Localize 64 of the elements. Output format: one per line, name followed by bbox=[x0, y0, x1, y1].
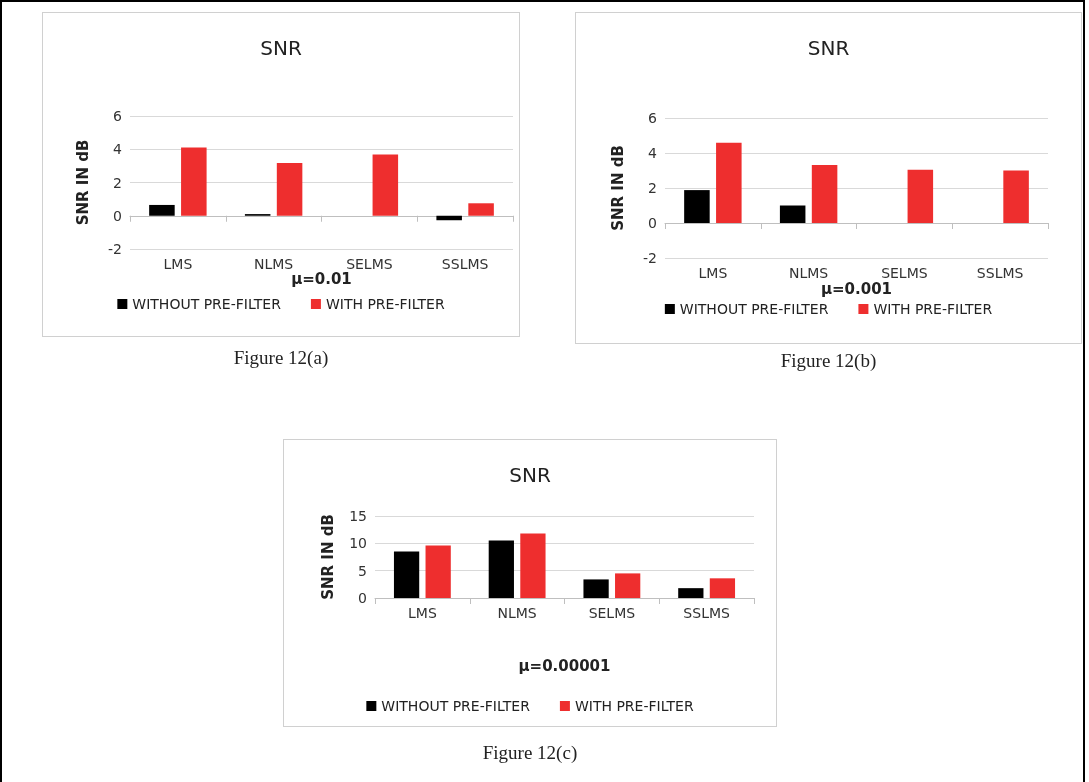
bar bbox=[372, 154, 399, 216]
bar bbox=[615, 573, 641, 598]
bar bbox=[181, 147, 207, 216]
x-tick-label: SSLMS bbox=[441, 256, 489, 272]
legend-label: WITHOUT PRE-FILTER bbox=[679, 301, 829, 317]
x-axis-title: μ=0.001 bbox=[820, 279, 893, 298]
y-axis-title: SNR IN dB bbox=[608, 145, 627, 231]
bar bbox=[393, 551, 420, 598]
x-tick-label: SELMS bbox=[346, 256, 393, 272]
legend-label: WITH PRE-FILTER bbox=[325, 296, 445, 312]
chart-title: SNR bbox=[807, 36, 850, 60]
bar bbox=[716, 142, 742, 223]
bar bbox=[678, 588, 704, 598]
legend-label: WITH PRE-FILTER bbox=[574, 698, 694, 714]
bar bbox=[276, 162, 303, 216]
caption: Figure 12(b) bbox=[779, 350, 878, 372]
x-tick-label: SELMS bbox=[881, 265, 928, 281]
y-axis-title: SNR IN dB bbox=[318, 514, 337, 600]
bar bbox=[684, 190, 710, 223]
y-tick-label: 2 bbox=[648, 180, 657, 196]
chart-title: SNR bbox=[509, 463, 551, 487]
bar bbox=[583, 579, 609, 598]
y-tick-label: 10 bbox=[349, 535, 367, 552]
y-tick-label: -2 bbox=[643, 250, 657, 266]
y-tick-label: 15 bbox=[349, 508, 367, 524]
x-tick-label: NLMS bbox=[497, 605, 537, 621]
bar bbox=[468, 203, 494, 216]
bar bbox=[1003, 170, 1029, 223]
caption: Figure 12(c) bbox=[481, 742, 579, 764]
legend-label: WITHOUT PRE-FILTER bbox=[132, 296, 282, 312]
y-tick-label: 6 bbox=[648, 110, 658, 126]
chart-title: SNR bbox=[260, 36, 302, 60]
y-tick-label: 6 bbox=[113, 108, 123, 124]
x-tick-label: LMS bbox=[698, 265, 728, 281]
y-axis-title: SNR IN dB bbox=[73, 139, 92, 226]
x-tick-label: SELMS bbox=[588, 605, 636, 621]
bar bbox=[811, 165, 838, 223]
bar bbox=[907, 169, 934, 223]
bar bbox=[149, 204, 175, 216]
x-tick-label: SSLMS bbox=[683, 605, 730, 621]
bar bbox=[436, 215, 462, 221]
y-tick-label: 2 bbox=[113, 174, 122, 191]
x-tick-label: NLMS bbox=[789, 265, 829, 281]
x-tick-label: LMS bbox=[163, 256, 193, 272]
bar bbox=[520, 533, 546, 598]
y-tick-label: 5 bbox=[358, 562, 367, 579]
x-axis-title: μ=0.00001 bbox=[518, 656, 611, 675]
legend-label: WITH PRE-FILTER bbox=[873, 301, 993, 317]
y-tick-label: 0 bbox=[113, 207, 122, 224]
y-tick-label: 0 bbox=[648, 215, 657, 231]
x-tick-label: SSLMS bbox=[976, 265, 1024, 281]
caption: Figure 12(a) bbox=[232, 347, 330, 369]
bar bbox=[779, 205, 806, 223]
x-tick-label: NLMS bbox=[254, 256, 294, 272]
legend-label: WITHOUT PRE-FILTER bbox=[381, 698, 531, 714]
x-tick-label: LMS bbox=[407, 605, 437, 621]
bar bbox=[425, 545, 451, 598]
y-tick-label: 0 bbox=[358, 590, 367, 606]
y-tick-label: 4 bbox=[648, 145, 658, 161]
bar bbox=[488, 540, 514, 598]
bar bbox=[709, 578, 736, 598]
x-axis-title: μ=0.01 bbox=[291, 270, 352, 289]
y-tick-label: -2 bbox=[108, 241, 122, 257]
y-tick-label: 4 bbox=[113, 141, 123, 158]
